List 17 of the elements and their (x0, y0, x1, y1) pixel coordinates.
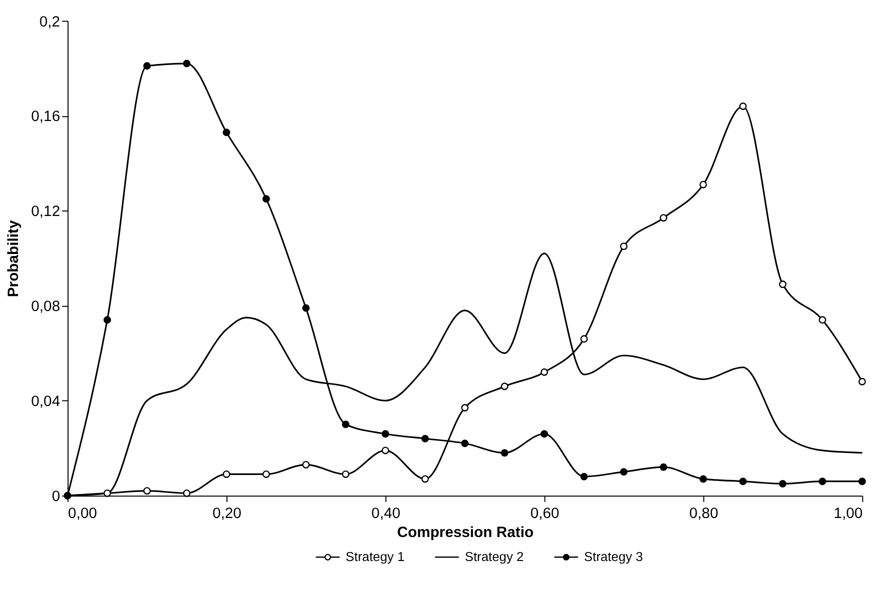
x-tick-label: 0,40 (371, 506, 400, 522)
legend-label: Strategy 3 (584, 549, 643, 564)
y-tick-label: 0,2 (39, 14, 60, 30)
x-axis-title: Compression Ratio (397, 524, 534, 541)
x-tick-label: 1,00 (834, 506, 863, 522)
y-tick-label: 0,12 (31, 204, 60, 220)
x-tick-label: 0,60 (530, 506, 560, 522)
legend-label: Strategy 2 (464, 549, 524, 564)
y-tick-label: 0,04 (31, 394, 60, 410)
x-tick-label: 0,80 (689, 506, 718, 522)
y-axis-title: Probability (6, 220, 22, 298)
y-tick-label: 0,16 (31, 109, 60, 126)
legend-label: Strategy 1 (346, 549, 404, 564)
y-tick-label: 0 (52, 489, 60, 506)
x-tick-label: 0,20 (212, 506, 242, 522)
x-tick-label: 0,00 (68, 506, 97, 522)
y-tick-label: 0,08 (31, 299, 60, 316)
